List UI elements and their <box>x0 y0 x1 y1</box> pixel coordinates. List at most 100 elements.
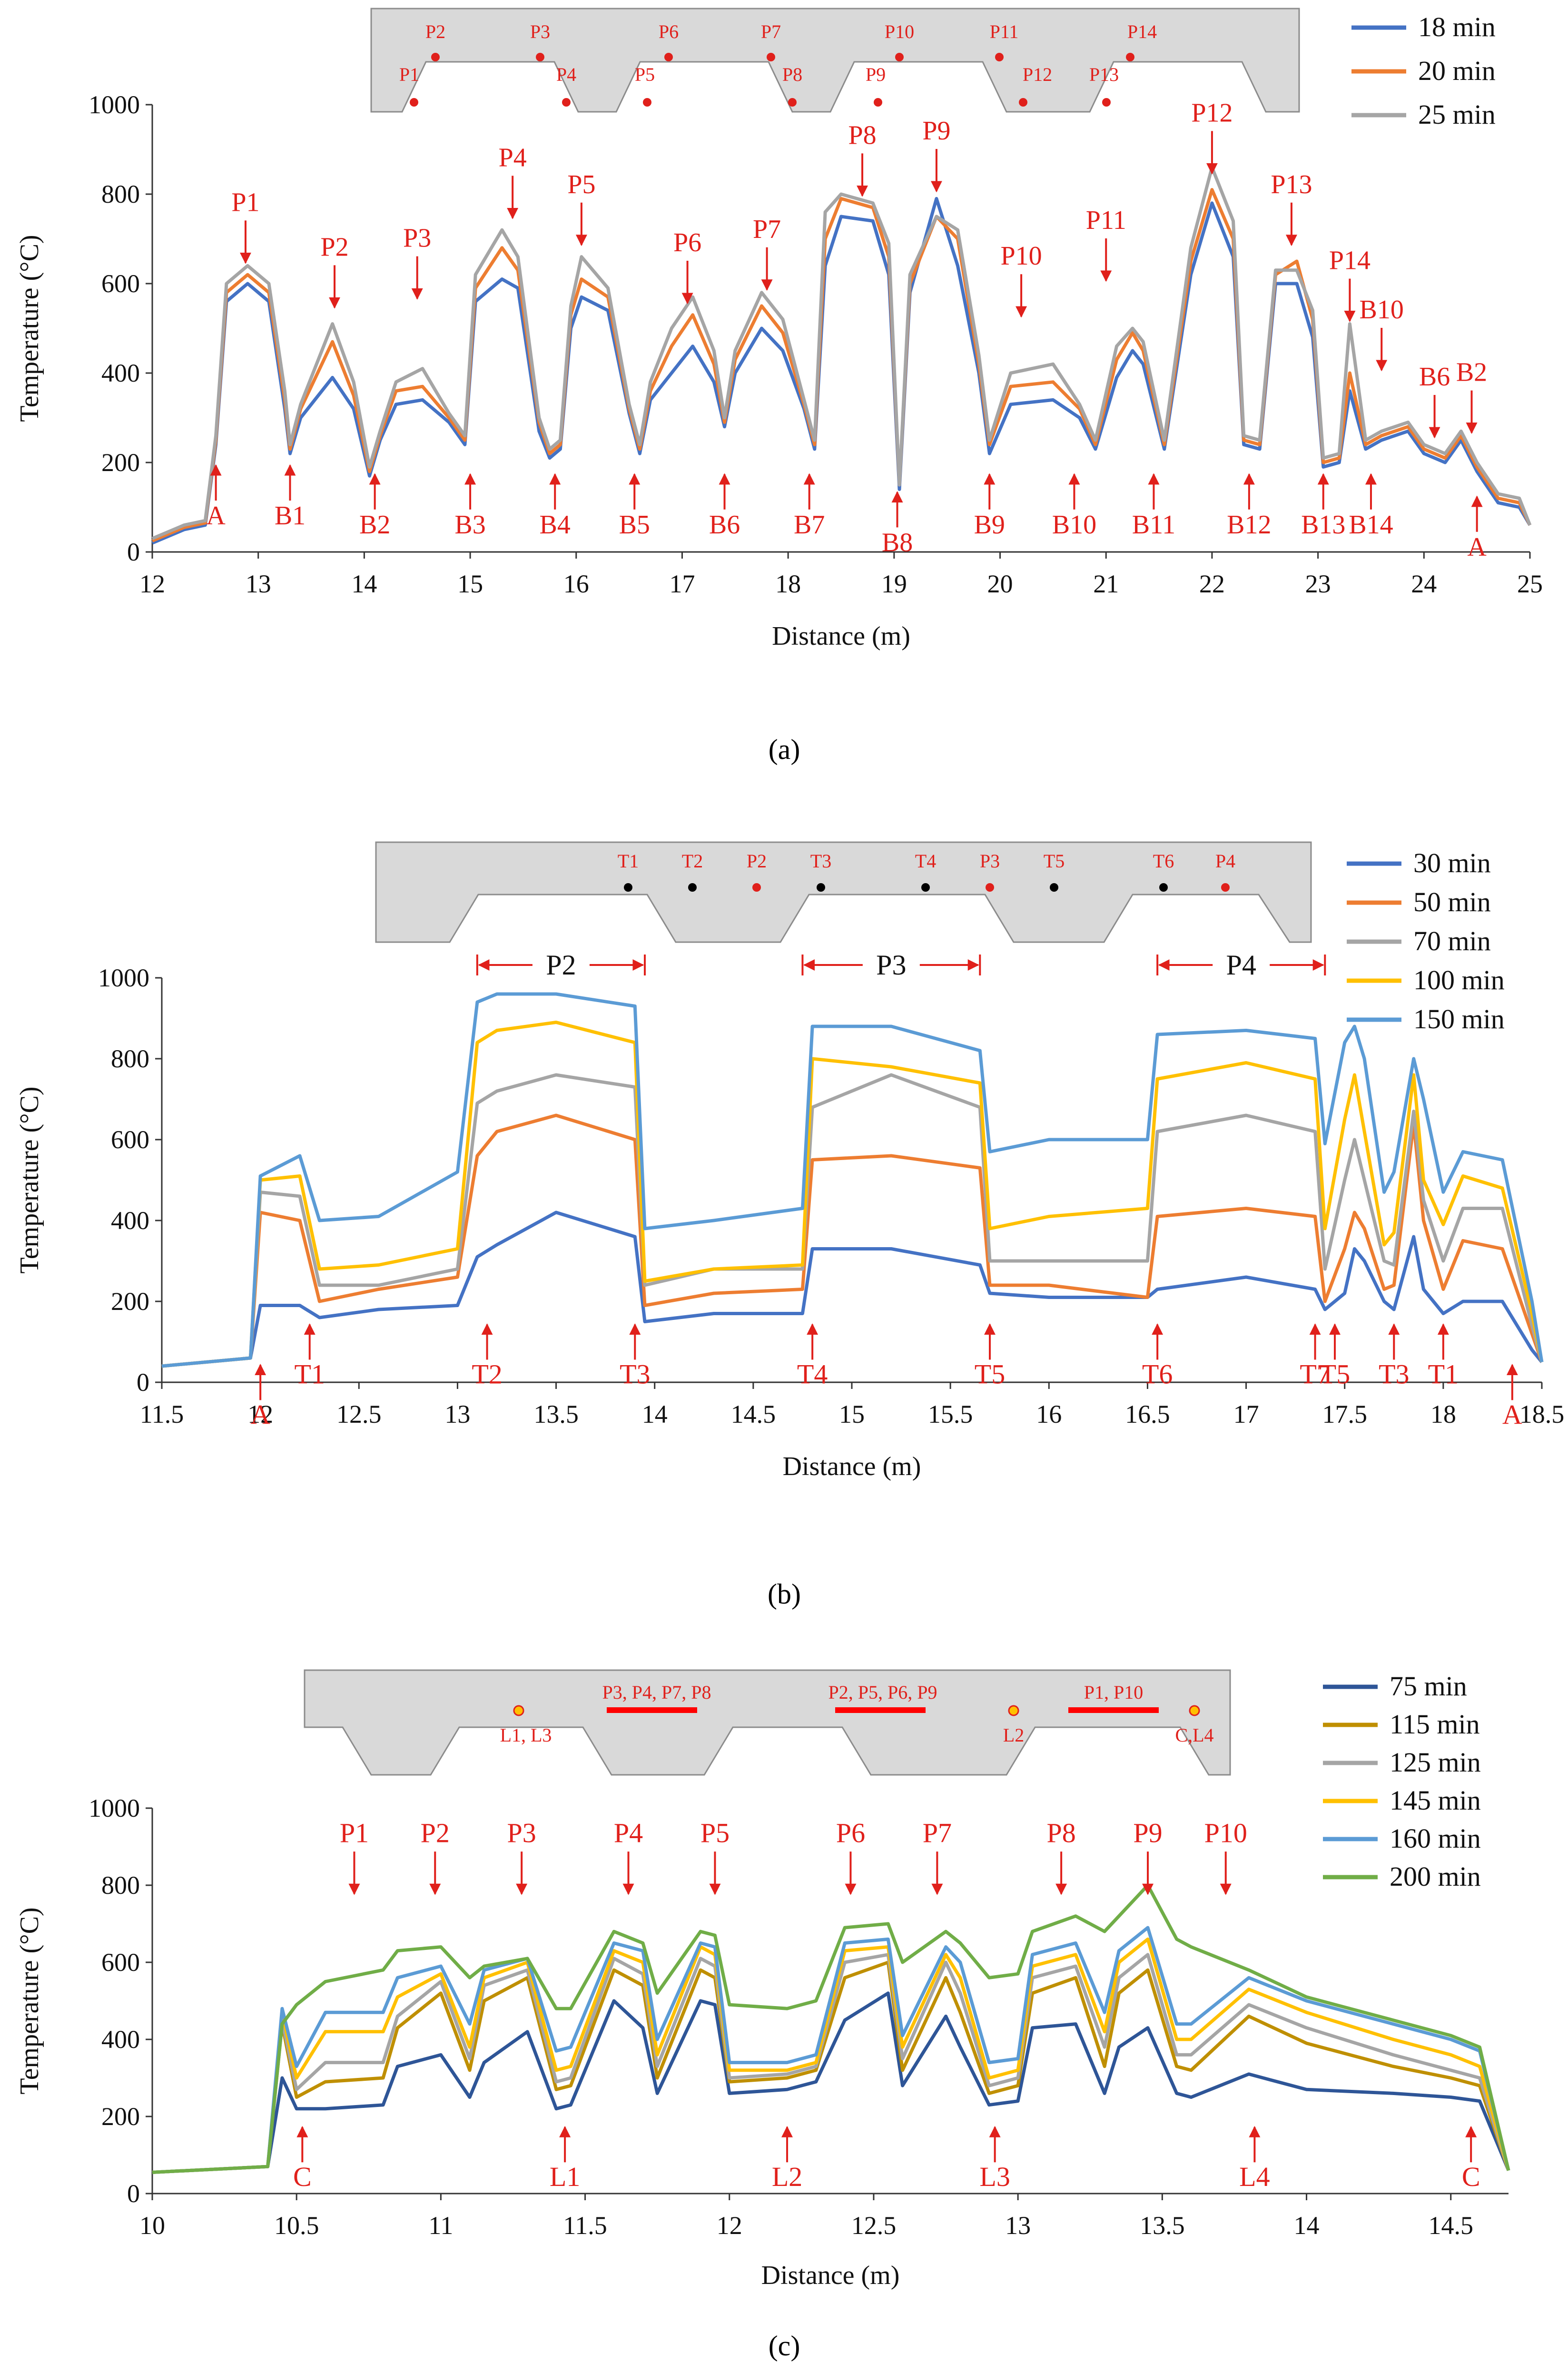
x-tick-label: 17 <box>669 570 695 598</box>
y-tick-label: 800 <box>111 1044 149 1073</box>
beam-point-label: P6 <box>659 21 679 42</box>
thermocouple-marker <box>1019 98 1027 107</box>
annotation-label: B10 <box>1052 510 1096 540</box>
y-tick-label: 600 <box>111 1125 149 1154</box>
x-tick-label: 13 <box>444 1400 470 1428</box>
y-axis-title: Temperature (°C) <box>15 235 44 422</box>
x-tick-label: 14 <box>351 570 377 598</box>
y-tick-label: 1000 <box>98 964 149 992</box>
x-tick-label: 14 <box>642 1400 668 1428</box>
legend-label: 200 min <box>1390 1861 1481 1892</box>
chart-panel-a: P1 P2 P3 P4 P5 P6 P7 P8 P9 P10 P11 P12 P13 P14 0 200 40… <box>15 8 1543 765</box>
series-line-115-min <box>152 1960 1510 2174</box>
thermocouple-marker <box>624 883 632 892</box>
x-tick-label: 13 <box>1005 2211 1031 2240</box>
annotation-label: P6 <box>836 1817 865 1848</box>
annotation-label: B1 <box>275 501 306 531</box>
x-tick-label: 16 <box>563 570 589 598</box>
thermocouple-marker <box>513 1705 524 1716</box>
beam-point-label: P13 <box>1089 64 1119 85</box>
annotation-label: T2 <box>472 1359 502 1390</box>
chart-panel-c: L1, L3 P3, P4, P7, P8 P2, P5, P6, P9 L2 P1, … <box>15 1669 1510 2362</box>
annotation-label: T4 <box>797 1359 828 1390</box>
legend-label: 100 min <box>1413 965 1505 995</box>
heater-bar <box>607 1707 697 1713</box>
beam-point-label: P2 <box>425 21 445 42</box>
thermocouple-marker <box>562 98 571 107</box>
annotation-label: A <box>250 1399 270 1430</box>
x-tick-label: 14.5 <box>1428 2211 1473 2240</box>
beam-point-label: C,L4 <box>1175 1724 1213 1746</box>
legend-label: 150 min <box>1413 1004 1505 1034</box>
legend-label: 125 min <box>1390 1747 1481 1778</box>
legend-label: 25 min <box>1418 99 1496 130</box>
series-line-70-min <box>161 1073 1544 1368</box>
series-line-125-min <box>152 1953 1510 2174</box>
thermocouple-marker <box>1050 883 1058 892</box>
x-tick-label: 10 <box>139 2211 165 2240</box>
x-tick-label: 15 <box>839 1400 865 1428</box>
thermocouple-marker <box>921 883 930 892</box>
x-tick-label: 12 <box>139 570 165 598</box>
series-line-145-min <box>152 1937 1510 2174</box>
thermocouple-marker <box>1126 53 1134 61</box>
annotation-label: P1 <box>340 1817 369 1848</box>
panel-label-b: (b) <box>768 1578 801 1610</box>
annotation-label: P2 <box>320 232 348 262</box>
x-tick-label: 17 <box>1233 1400 1259 1428</box>
annotation-label: P1 <box>231 187 259 217</box>
series-line-100-min <box>161 1021 1544 1368</box>
annotation-label: L1 <box>550 2161 580 2192</box>
annotation-label: C <box>1462 2161 1480 2192</box>
annotation-label: P4 <box>499 143 527 172</box>
thermocouple-marker <box>986 883 994 892</box>
annotation-label: T3 <box>1379 1359 1409 1390</box>
x-tick-label: 18.5 <box>1519 1400 1565 1428</box>
beam-point-label: P2, P5, P6, P9 <box>828 1682 937 1703</box>
beam-point-label: P3 <box>980 850 1000 872</box>
y-tick-label: 800 <box>101 1871 140 1900</box>
x-tick-label: 11.5 <box>563 2211 607 2240</box>
x-tick-label: 21 <box>1093 570 1119 598</box>
annotation-label: T1 <box>1428 1359 1459 1390</box>
thermocouple-marker <box>410 98 418 107</box>
series-line-200-min <box>152 1883 1510 2174</box>
beam-point-label: P11 <box>990 21 1019 42</box>
annotation-label: L4 <box>1239 2161 1270 2192</box>
legend-label: 50 min <box>1413 886 1491 917</box>
x-tick-label: 19 <box>881 570 907 598</box>
thermocouple-marker <box>1159 883 1168 892</box>
thermocouple-marker <box>1189 1705 1200 1716</box>
x-tick-label: 12.5 <box>336 1400 382 1428</box>
annotation-label: B14 <box>1349 510 1393 540</box>
beam-point-label: P14 <box>1127 21 1157 42</box>
annotation-label: P8 <box>848 120 876 150</box>
beam-schematic-c: L1, L3 P3, P4, P7, P8 P2, P5, P6, P9 L2 P1, … <box>304 1669 1231 1776</box>
annotation-label: B6 <box>709 510 740 540</box>
beam-point-label: P4 <box>1215 850 1235 872</box>
annotation-label: P12 <box>1191 98 1233 128</box>
annotation-label: P3 <box>403 224 431 253</box>
annotation-label: P6 <box>673 228 701 257</box>
x-tick-label: 11 <box>428 2211 453 2240</box>
annotation-label: T7 <box>1300 1359 1330 1390</box>
annotation-label: P10 <box>1204 1817 1247 1848</box>
y-tick-label: 200 <box>101 448 140 477</box>
y-tick-label: 0 <box>137 1368 149 1397</box>
x-tick-label: 11.5 <box>140 1400 184 1428</box>
thermocouple-marker <box>688 883 697 892</box>
y-tick-label: 200 <box>111 1287 149 1316</box>
thermocouple-marker <box>995 53 1004 61</box>
beam-point-label: P1, P10 <box>1084 1682 1144 1703</box>
annotation-label: B13 <box>1301 510 1345 540</box>
thermocouple-marker <box>817 883 825 892</box>
y-tick-label: 600 <box>101 1948 140 1977</box>
beam-point-label: P7 <box>761 21 781 42</box>
beam-point-label: P8 <box>782 64 802 85</box>
y-tick-label: 200 <box>101 2102 140 2131</box>
heater-bar <box>835 1707 926 1713</box>
annotation-label: A <box>206 501 226 531</box>
annotation-label: P5 <box>567 170 595 199</box>
x-tick-label: 15 <box>457 570 483 598</box>
thermocouple-marker <box>1221 883 1230 892</box>
